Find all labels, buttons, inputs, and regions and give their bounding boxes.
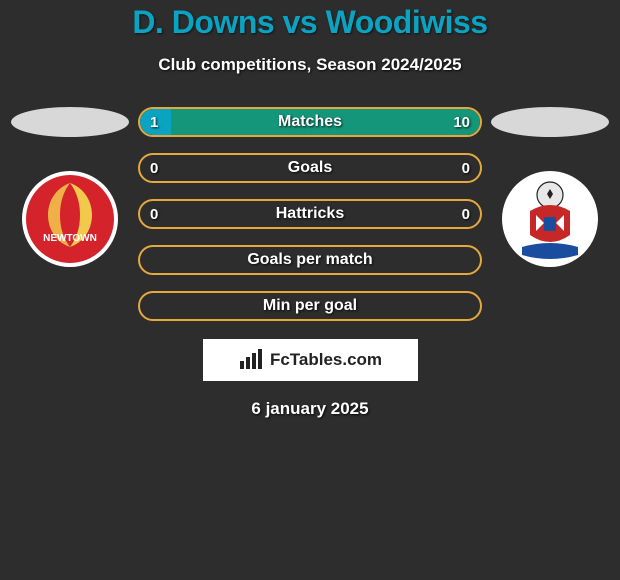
stat-label: Goals per match — [140, 251, 480, 269]
stat-label: Matches — [140, 113, 480, 131]
page-subtitle: Club competitions, Season 2024/2025 — [0, 55, 620, 75]
brand-strip: FcTables.com — [203, 339, 418, 381]
stat-bar: 00Hattricks — [138, 199, 482, 229]
stat-label: Min per goal — [140, 297, 480, 315]
stat-label: Hattricks — [140, 205, 480, 223]
comparison-row: NEWTOWN 110Matches 00Goals 00Hattricks Goal… — [0, 107, 620, 321]
right-ellipse — [491, 107, 609, 137]
stat-bar: 00Goals — [138, 153, 482, 183]
left-player-col: NEWTOWN — [10, 107, 130, 269]
date-text: 6 january 2025 — [0, 399, 620, 419]
brand-bars-icon — [238, 349, 264, 371]
stat-bar: 110Matches — [138, 107, 482, 137]
stat-bar: Min per goal — [138, 291, 482, 321]
stat-bar: Goals per match — [138, 245, 482, 275]
brand-text: FcTables.com — [270, 350, 382, 370]
page-title: D. Downs vs Woodiwiss — [0, 4, 620, 41]
svg-text:NEWTOWN: NEWTOWN — [43, 233, 97, 244]
stat-label: Goals — [140, 159, 480, 177]
left-crest-icon: NEWTOWN — [20, 169, 120, 269]
right-crest-icon — [500, 169, 600, 269]
stats-column: 110Matches 00Goals 00Hattricks Goals per ma… — [138, 107, 482, 321]
right-player-col — [490, 107, 610, 269]
left-ellipse — [11, 107, 129, 137]
